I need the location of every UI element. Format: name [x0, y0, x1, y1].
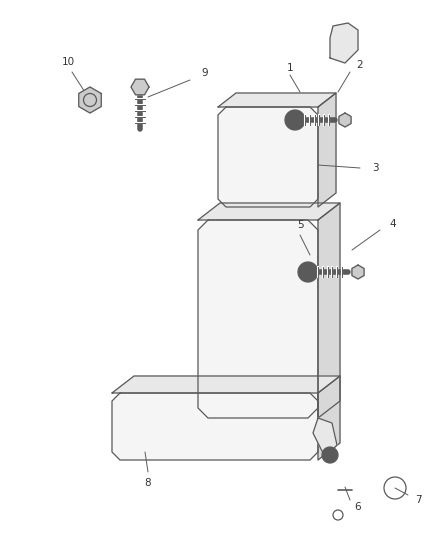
Polygon shape — [318, 203, 340, 418]
Polygon shape — [198, 203, 340, 220]
Text: 4: 4 — [390, 219, 396, 229]
Polygon shape — [112, 376, 340, 393]
Text: 8: 8 — [145, 478, 151, 488]
Polygon shape — [318, 93, 336, 207]
Text: 3: 3 — [372, 163, 378, 173]
Polygon shape — [79, 87, 101, 113]
Polygon shape — [339, 113, 351, 127]
Polygon shape — [198, 220, 318, 418]
Polygon shape — [352, 265, 364, 279]
Polygon shape — [330, 23, 358, 63]
Polygon shape — [218, 107, 318, 207]
Text: 10: 10 — [61, 57, 74, 67]
Text: 9: 9 — [201, 68, 208, 78]
Circle shape — [322, 447, 338, 463]
Text: 1: 1 — [287, 63, 293, 73]
Text: 7: 7 — [415, 495, 421, 505]
Circle shape — [298, 262, 318, 282]
Polygon shape — [218, 93, 336, 107]
Text: 5: 5 — [297, 220, 303, 230]
Polygon shape — [318, 376, 340, 460]
Circle shape — [285, 110, 305, 130]
Polygon shape — [131, 79, 149, 95]
Polygon shape — [313, 418, 337, 455]
Text: 2: 2 — [357, 60, 363, 70]
Polygon shape — [112, 393, 318, 460]
Text: 6: 6 — [355, 502, 361, 512]
